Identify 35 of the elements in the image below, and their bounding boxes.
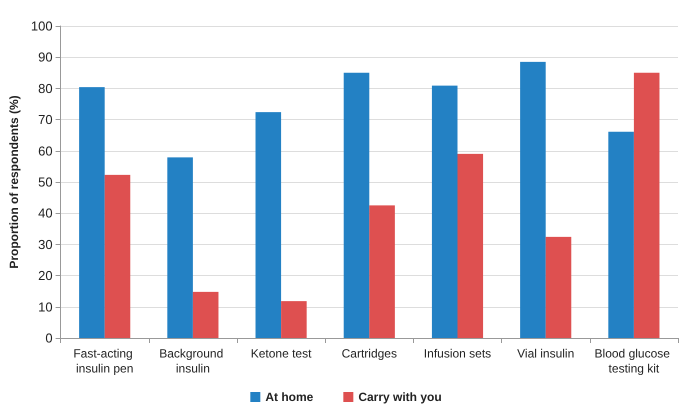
y-tick-label: 80: [38, 80, 53, 96]
legend-label: At home: [265, 390, 314, 404]
y-tick-label: 60: [38, 143, 53, 158]
y-tick-label: 70: [38, 112, 53, 128]
bar: [192, 292, 218, 338]
bar: [281, 301, 307, 338]
y-tick-label: 10: [38, 299, 53, 314]
bar: [256, 112, 282, 338]
bar: [104, 174, 130, 338]
y-tick-label: 100: [30, 18, 53, 34]
y-tick-label: 0: [45, 330, 53, 346]
bar: [520, 62, 546, 338]
bar: [457, 154, 484, 338]
y-tick-label: 40: [38, 206, 53, 221]
y-tick-label: 50: [38, 174, 53, 190]
x-tick-label: Cartridges: [342, 346, 397, 360]
bar: [344, 72, 370, 338]
bar: [432, 86, 458, 338]
bar: [546, 236, 572, 338]
bar: [634, 72, 660, 338]
y-tick-label: 90: [38, 50, 53, 65]
bar: [167, 157, 193, 338]
y-tick-label: 30: [38, 236, 53, 252]
bar: [369, 205, 395, 338]
bar: [608, 132, 634, 338]
x-tick-label: Fast-acting insulin pen: [73, 346, 136, 376]
bar: [79, 87, 105, 338]
x-tick-label: Blood glucose testing kit: [594, 346, 674, 376]
y-tick-label: 20: [38, 268, 53, 284]
legend-label: Carry with you: [358, 390, 442, 404]
x-tick-label: Vial insulin: [517, 346, 574, 360]
x-tick-label: Infusion sets: [424, 346, 492, 360]
y-axis-title: Proportion of respondents (%): [7, 95, 21, 269]
x-tick-label: Ketone test: [250, 346, 312, 360]
x-tick-label: Background insulin: [159, 346, 227, 376]
